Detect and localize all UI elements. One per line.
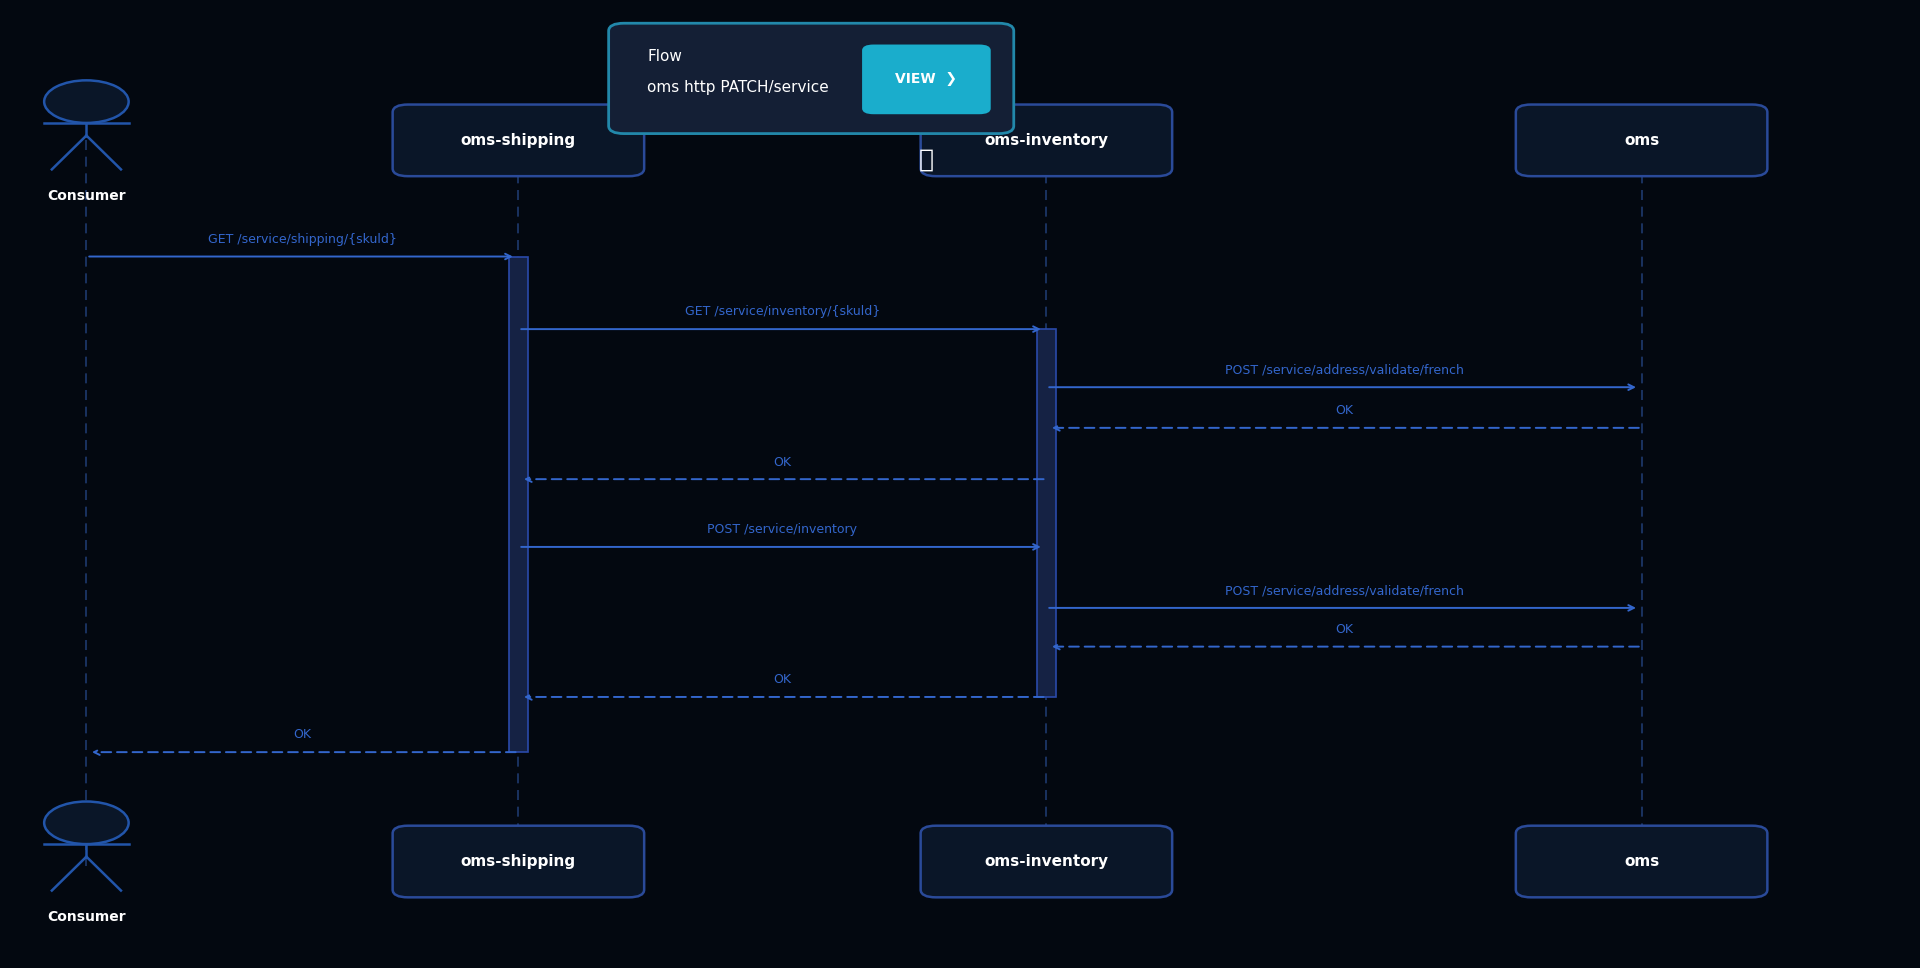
Text: oms-shipping: oms-shipping (461, 133, 576, 148)
Text: Consumer: Consumer (48, 910, 125, 923)
FancyBboxPatch shape (1037, 329, 1056, 697)
FancyBboxPatch shape (862, 45, 991, 114)
FancyBboxPatch shape (609, 23, 1014, 134)
Text: OK: OK (1334, 405, 1354, 417)
Text: OK: OK (774, 456, 791, 469)
FancyBboxPatch shape (1517, 105, 1766, 176)
Text: POST /service/inventory: POST /service/inventory (707, 524, 858, 536)
Text: GET /service/inventory/{skuld}: GET /service/inventory/{skuld} (685, 306, 879, 318)
Text: oms-inventory: oms-inventory (985, 133, 1108, 148)
Text: oms-shipping: oms-shipping (461, 854, 576, 869)
Text: GET /service/shipping/{skuld}: GET /service/shipping/{skuld} (207, 233, 397, 246)
Text: 𝓘: 𝓘 (920, 148, 933, 171)
FancyBboxPatch shape (394, 826, 645, 897)
Text: VIEW  ❯: VIEW ❯ (895, 73, 958, 86)
Text: Flow: Flow (647, 48, 682, 64)
Text: oms: oms (1624, 854, 1659, 869)
Circle shape (44, 802, 129, 844)
Circle shape (44, 80, 129, 123)
FancyBboxPatch shape (394, 105, 645, 176)
FancyBboxPatch shape (922, 105, 1171, 176)
Text: OK: OK (294, 729, 311, 741)
Text: OK: OK (774, 674, 791, 686)
Text: oms: oms (1624, 133, 1659, 148)
Text: OK: OK (1334, 623, 1354, 636)
FancyBboxPatch shape (922, 826, 1171, 897)
Text: POST /service/address/validate/french: POST /service/address/validate/french (1225, 585, 1463, 597)
FancyBboxPatch shape (1517, 826, 1766, 897)
Text: oms http PATCH/service: oms http PATCH/service (647, 79, 829, 95)
Text: POST /service/address/validate/french: POST /service/address/validate/french (1225, 364, 1463, 377)
FancyBboxPatch shape (509, 257, 528, 752)
Text: oms-inventory: oms-inventory (985, 854, 1108, 869)
Text: Consumer: Consumer (48, 189, 125, 202)
